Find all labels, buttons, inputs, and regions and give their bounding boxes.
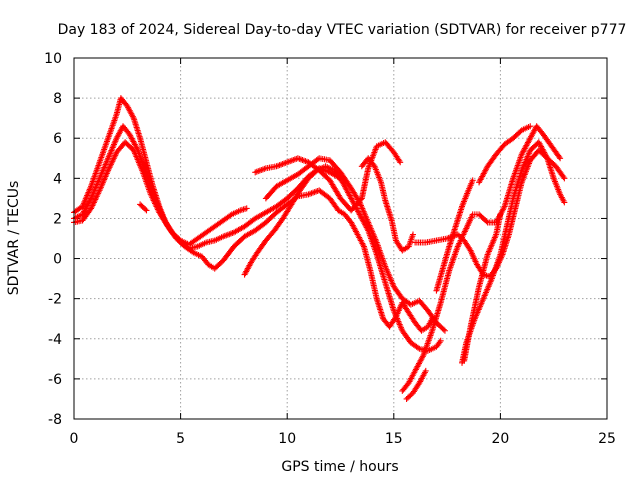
data-point — [409, 231, 416, 238]
y-tick-label: -2 — [48, 292, 62, 308]
data-point — [422, 367, 429, 374]
x-tick-label: 25 — [598, 431, 616, 447]
x-tick-label: 0 — [70, 431, 79, 447]
y-tick-label: 10 — [44, 51, 62, 67]
chart-title: Day 183 of 2024, Sidereal Day-to-day VTE… — [58, 22, 627, 38]
y-tick-label: 6 — [53, 131, 62, 147]
data-point-trace — [188, 248, 195, 255]
data-point-trace — [357, 196, 364, 203]
y-tick-label: -4 — [48, 332, 62, 348]
data-point — [143, 207, 150, 214]
data-point-trace — [440, 326, 447, 333]
x-axis-label: GPS time / hours — [281, 459, 398, 475]
data-point — [243, 205, 250, 212]
data-point-trace — [483, 218, 490, 225]
y-tick-label: -6 — [48, 372, 62, 388]
data-point — [441, 327, 448, 334]
grid — [74, 58, 607, 419]
x-tick-label: 20 — [491, 431, 509, 447]
data-point — [437, 337, 444, 344]
y-axis-label: SDTVAR / TECUs — [6, 181, 22, 296]
y-tick-label: -8 — [48, 412, 62, 428]
x-tick-label: 5 — [176, 431, 185, 447]
data-point-trace — [396, 157, 403, 164]
x-tick-label: 15 — [385, 431, 403, 447]
data-point-trace — [556, 153, 563, 160]
y-tick-label: 2 — [53, 211, 62, 227]
data-point — [561, 175, 568, 182]
data-point — [497, 211, 504, 218]
data-point — [397, 159, 404, 166]
x-tick-label: 10 — [278, 431, 296, 447]
data-point — [469, 177, 476, 184]
y-tick-label: 0 — [53, 252, 62, 268]
y-tick-label: 8 — [53, 91, 62, 107]
axis-ticks: 0 5 10 15 20 25 -8 -6 -4 -2 0 2 4 6 8 10 — [44, 51, 616, 447]
data-point-trace — [414, 344, 421, 351]
data-point-trace — [560, 173, 567, 180]
data-point-trace — [142, 206, 149, 213]
data-point — [561, 199, 568, 206]
y-tick-label: 4 — [53, 171, 62, 187]
data-point — [557, 155, 564, 162]
data-point-trace — [227, 212, 234, 219]
data-point — [527, 123, 534, 130]
plot-frame — [73, 57, 608, 420]
data-points — [71, 95, 568, 402]
